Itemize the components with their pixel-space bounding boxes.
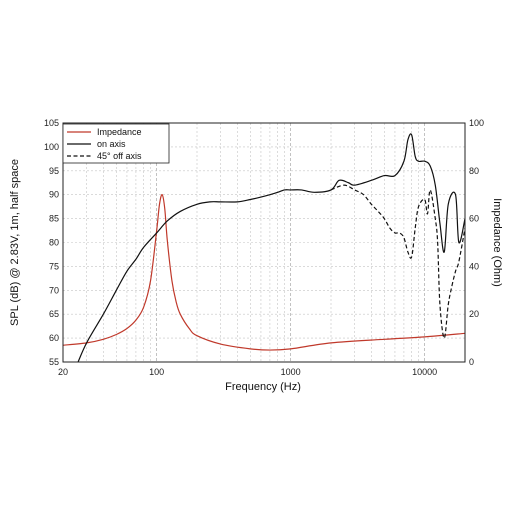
- plot-frame: [62, 122, 466, 363]
- y-tick-label: 55: [49, 357, 59, 367]
- legend-label-off-axis: 45° off axis: [97, 151, 142, 161]
- y-tick-label: 100: [44, 142, 59, 152]
- y-tick-label: 65: [49, 309, 59, 319]
- y-tick-label: 90: [49, 190, 59, 200]
- y2-tick-label: 40: [469, 261, 479, 271]
- grid-lines: [63, 123, 465, 362]
- y-tick-label: 85: [49, 214, 59, 224]
- series-off-axis-line: [330, 184, 465, 339]
- legend-label-impedance: Impedance: [97, 127, 142, 137]
- y-tick-label: 70: [49, 285, 59, 295]
- series-on-axis-line: [77, 133, 465, 362]
- series-impedance-line: [63, 194, 465, 351]
- x-tick-label: 20: [58, 367, 68, 377]
- y-axis-title: SPL (dB) @ 2.83V, 1m, half space: [9, 159, 21, 326]
- x-axis-title: Frequency (Hz): [225, 381, 301, 393]
- x-tick-label: 1000: [281, 367, 301, 377]
- tick-labels: 20 100 1000 10000 55 60 65 70 75 80 85 90 95 100 105 0 2…: [44, 118, 484, 377]
- y-tick-label: 105: [44, 118, 59, 128]
- y2-tick-label: 100: [469, 118, 484, 128]
- y2-tick-label: 20: [469, 309, 479, 319]
- y-tick-label: 80: [49, 238, 59, 248]
- x-tick-label: 100: [149, 367, 164, 377]
- legend: Impedance on axis 45° off axis: [62, 123, 170, 164]
- legend-label-on-axis: on axis: [97, 139, 126, 149]
- y-tick-label: 95: [49, 166, 59, 176]
- y2-tick-label: 60: [469, 214, 479, 224]
- y-tick-label: 60: [49, 333, 59, 343]
- y2-tick-label: 80: [469, 166, 479, 176]
- y2-tick-label: 0: [469, 357, 474, 367]
- y2-axis-title: Impedance (Ohm): [491, 198, 503, 287]
- y-tick-label: 75: [49, 261, 59, 271]
- series-layer: [63, 133, 465, 362]
- x-tick-label: 10000: [412, 367, 437, 377]
